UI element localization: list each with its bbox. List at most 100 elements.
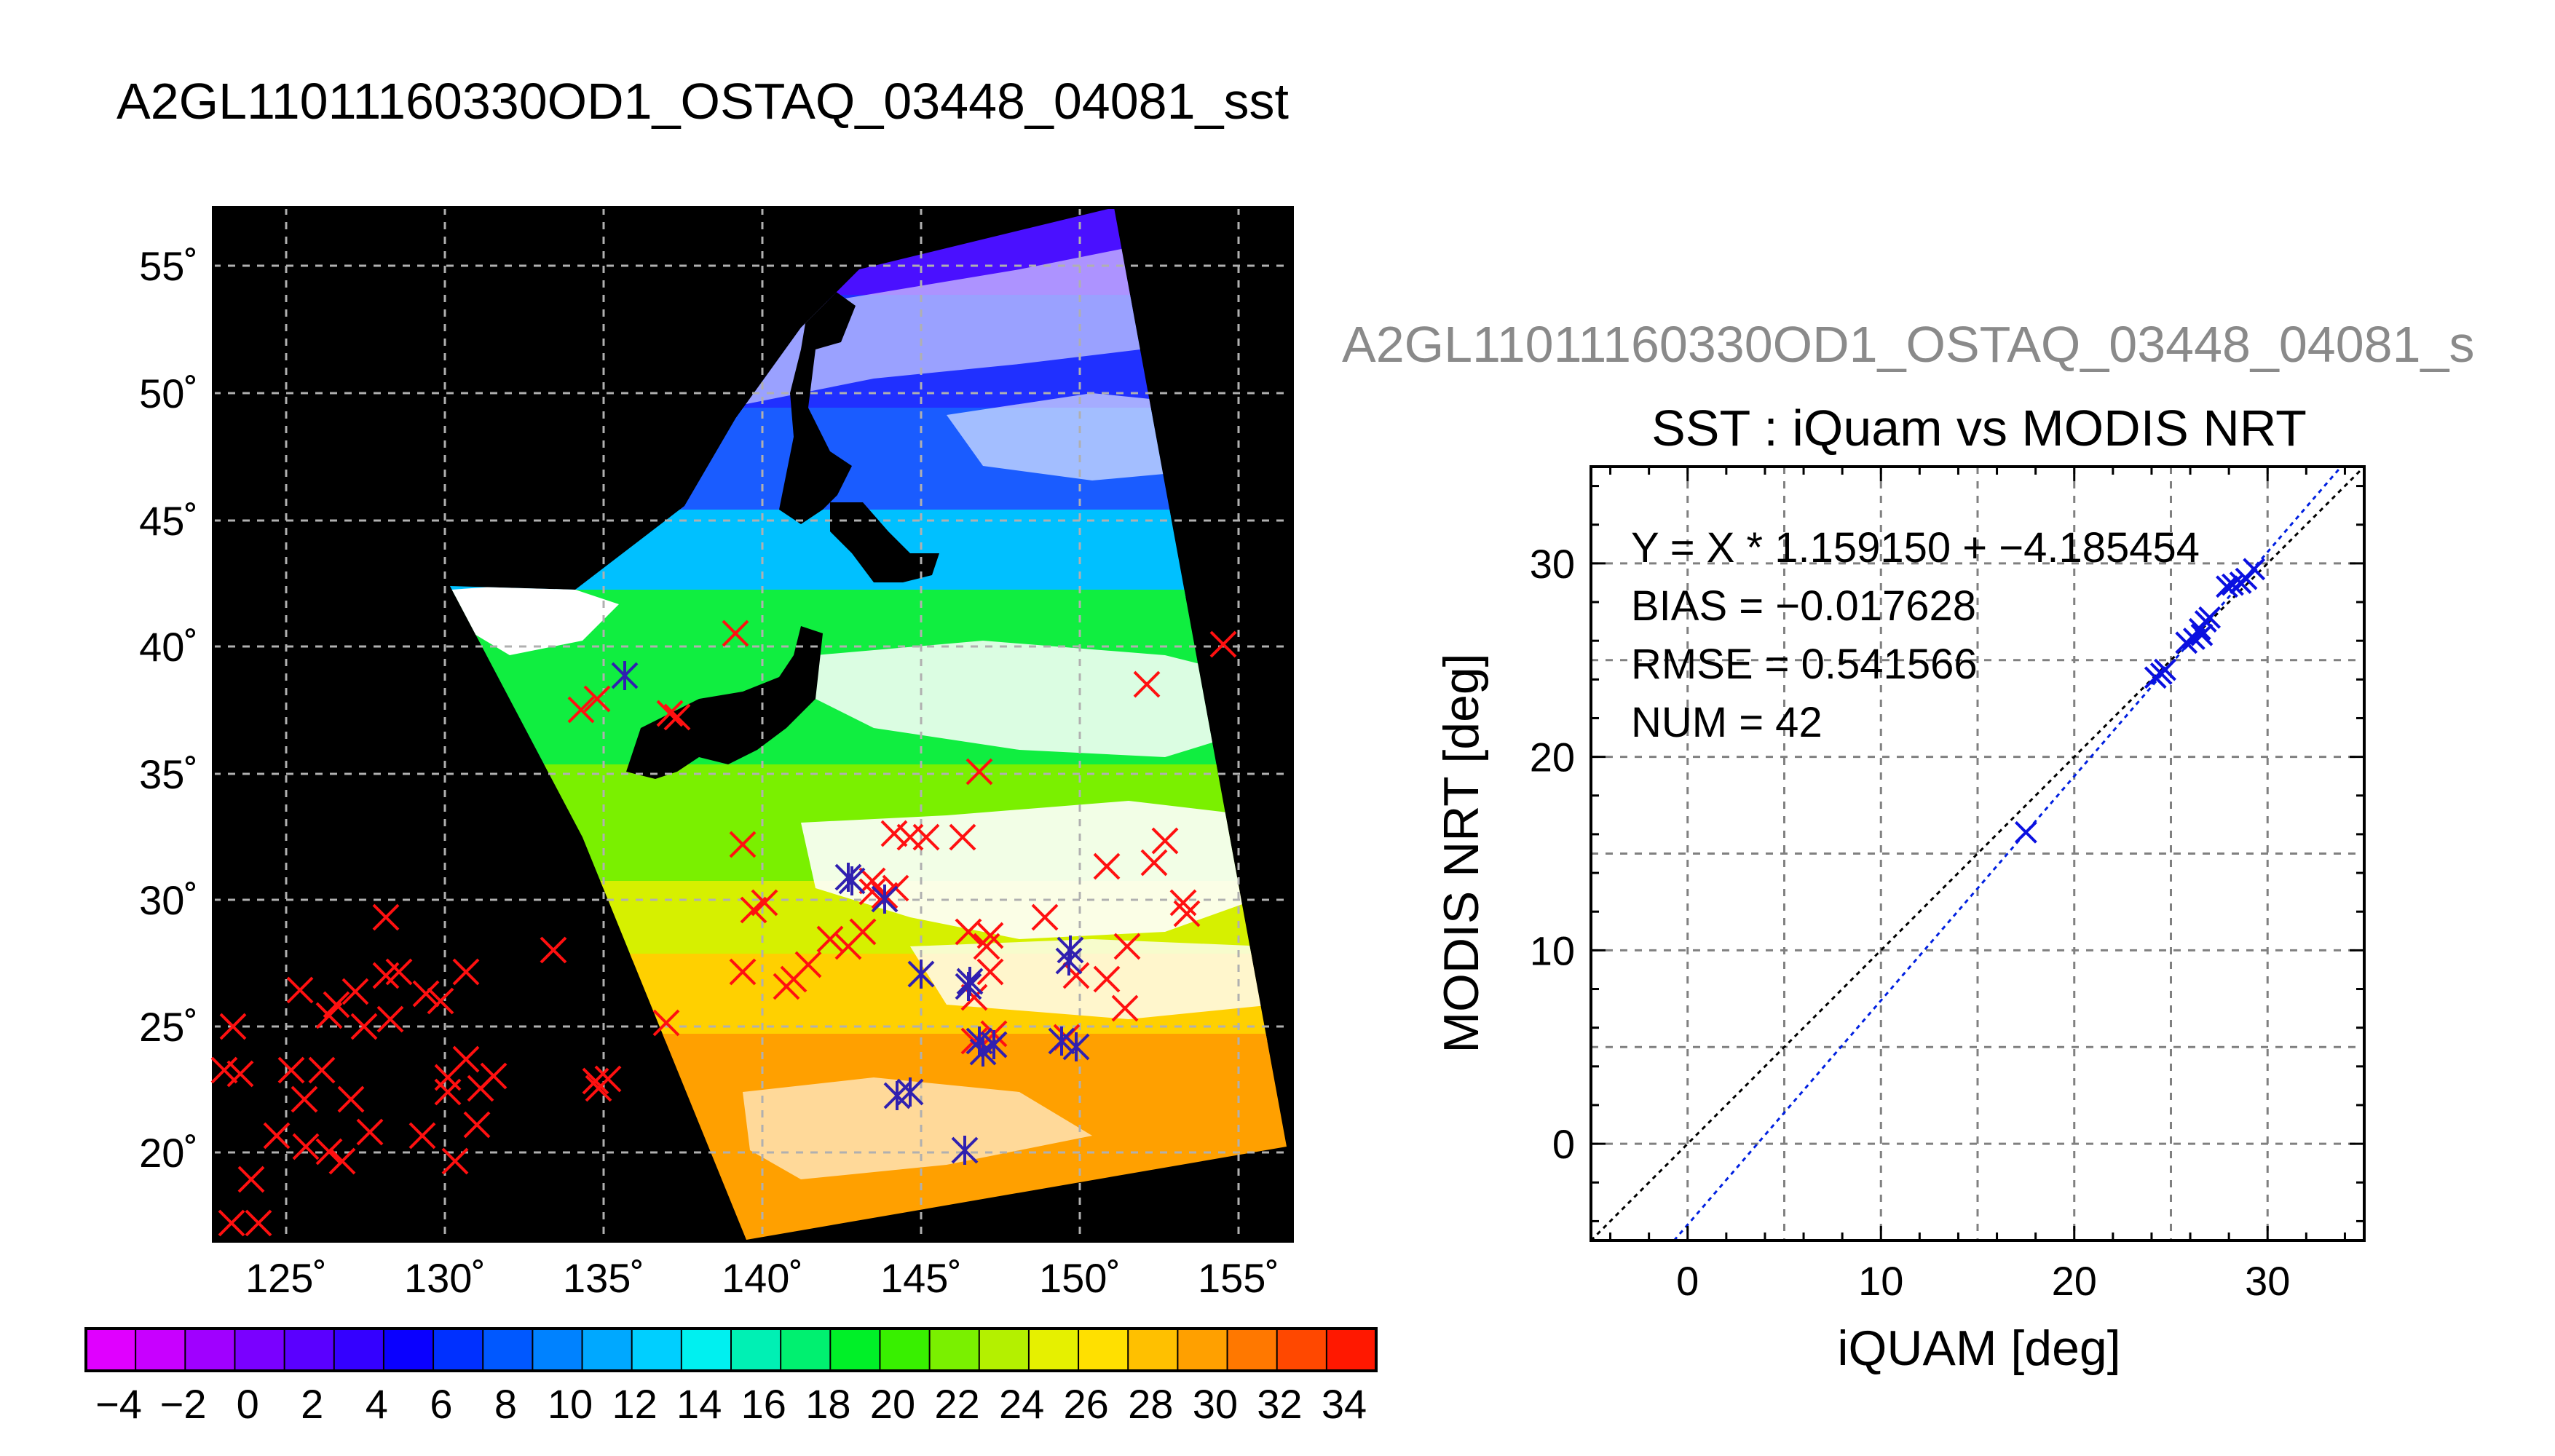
buoy-marker bbox=[1093, 852, 1121, 880]
colorbar-label: 32 bbox=[1257, 1381, 1302, 1427]
colorbar-label: 8 bbox=[494, 1381, 517, 1427]
buoy-marker bbox=[1173, 900, 1201, 927]
buoy-marker bbox=[907, 960, 935, 988]
stats-equation: Y = X * 1.159150 + −4.185454 bbox=[1631, 524, 2200, 571]
scatter-grid bbox=[1591, 467, 2364, 1241]
buoy-marker bbox=[583, 685, 611, 713]
lon-label: 155˚ bbox=[1198, 1255, 1279, 1301]
buoy-marker bbox=[277, 1056, 305, 1084]
colorbar-cell bbox=[1177, 1329, 1228, 1371]
colorbar-label: 4 bbox=[366, 1381, 388, 1427]
colorbar-label: 12 bbox=[612, 1381, 657, 1427]
buoy-marker bbox=[412, 980, 440, 1008]
colorbar-cell bbox=[830, 1329, 880, 1371]
y-tick-label: 20 bbox=[1530, 735, 1575, 780]
scatter-ticks bbox=[1591, 467, 2364, 1241]
colorbar-label: 6 bbox=[430, 1381, 452, 1427]
x-tick-label: 20 bbox=[2052, 1258, 2097, 1304]
map-grid bbox=[213, 207, 1292, 1241]
colorbar-cell bbox=[284, 1329, 335, 1371]
buoy-marker bbox=[1048, 1027, 1075, 1055]
colorbar-label: 20 bbox=[870, 1381, 915, 1427]
lat-label: 55˚ bbox=[139, 243, 198, 289]
buoy-marker bbox=[218, 1209, 245, 1237]
colorbar-cell bbox=[383, 1329, 434, 1371]
stats-block: Y = X * 1.159150 + −4.185454 BIAS = −0.0… bbox=[1631, 524, 2200, 746]
scatter-plot: 0 10 20 30 0 10 20 30 Y = X * 1.159150 + −4.185… bbox=[1434, 465, 2366, 1376]
buoy-marker bbox=[896, 1078, 924, 1106]
map-markers bbox=[210, 620, 1237, 1237]
buoy-marker bbox=[427, 987, 454, 1015]
colorbar-label: 18 bbox=[805, 1381, 850, 1427]
colorbar-cell bbox=[234, 1329, 285, 1371]
buoy-marker bbox=[729, 831, 757, 858]
buoy-marker bbox=[308, 1056, 336, 1084]
lon-label: 145˚ bbox=[880, 1255, 962, 1301]
buoy-marker bbox=[1209, 630, 1237, 658]
colorbar-label: −4 bbox=[95, 1381, 142, 1427]
buoy-marker bbox=[441, 1147, 469, 1175]
scatter-point bbox=[2190, 623, 2214, 646]
buoy-marker bbox=[372, 903, 400, 931]
colorbar-label: −2 bbox=[160, 1381, 207, 1427]
x-tick-label: 10 bbox=[1858, 1258, 1903, 1304]
buoy-marker bbox=[1113, 933, 1141, 960]
buoy-marker bbox=[912, 823, 940, 851]
buoy-marker bbox=[452, 1045, 480, 1073]
colorbar-label: 34 bbox=[1322, 1381, 1367, 1427]
colorbar-label: 26 bbox=[1064, 1381, 1109, 1427]
buoy-marker bbox=[245, 1209, 272, 1237]
buoy-marker bbox=[816, 925, 844, 953]
colorbar-cell bbox=[532, 1329, 583, 1371]
buoy-marker bbox=[976, 958, 1004, 986]
colorbar-label: 30 bbox=[1193, 1381, 1238, 1427]
colorbar-cell bbox=[681, 1329, 732, 1371]
colorbar-cell bbox=[631, 1329, 682, 1371]
colorbar-cell bbox=[731, 1329, 781, 1371]
buoy-marker bbox=[656, 700, 684, 727]
buoy-marker bbox=[951, 1136, 979, 1164]
colorbar-label: 16 bbox=[741, 1381, 786, 1427]
scatter-file-title: A2GL11011160330OD1_OSTAQ_03448_04081_s bbox=[1342, 316, 2474, 373]
colorbar-label: 22 bbox=[934, 1381, 979, 1427]
buoy-marker bbox=[263, 1122, 291, 1150]
colorbar-labels: −4 −2 0 2 4 6 8 10 12 14 16 18 20 22 24 26 28 30 32 34 bbox=[95, 1381, 1367, 1427]
buoy-marker bbox=[328, 1147, 356, 1175]
x-tick-label: 0 bbox=[1676, 1258, 1699, 1304]
colorbar-cell bbox=[1326, 1329, 1377, 1371]
stats-num: NUM = 42 bbox=[1631, 699, 1823, 746]
buoy-marker bbox=[540, 936, 567, 964]
colorbar-label: 10 bbox=[548, 1381, 593, 1427]
buoy-marker bbox=[385, 958, 413, 986]
colorbar-cell bbox=[1227, 1329, 1278, 1371]
y-tick-label: 0 bbox=[1552, 1121, 1575, 1167]
scatter-tick-labels: 0 10 20 30 0 10 20 30 bbox=[1530, 541, 2291, 1304]
buoy-marker bbox=[729, 958, 757, 986]
buoy-marker bbox=[722, 620, 749, 647]
lat-label: 45˚ bbox=[139, 498, 198, 544]
lat-label: 35˚ bbox=[139, 751, 198, 797]
buoy-marker bbox=[949, 823, 976, 851]
scatter-point bbox=[2222, 573, 2244, 596]
scatter-title: SST : iQuam vs MODIS NRT bbox=[1651, 400, 2307, 456]
lat-label: 50˚ bbox=[139, 371, 198, 416]
buoy-marker bbox=[871, 885, 899, 913]
colorbar-cell bbox=[1128, 1329, 1178, 1371]
buoy-marker bbox=[452, 958, 480, 986]
colorbar: −4 −2 0 2 4 6 8 10 12 14 16 18 20 22 24 26 28 30 32 34 bbox=[84, 1327, 1378, 1427]
colorbar-frame bbox=[84, 1327, 1378, 1372]
buoy-marker bbox=[594, 1065, 622, 1093]
scatter-ylabel: MODIS NRT [deg] bbox=[1434, 653, 1489, 1053]
buoy-marker bbox=[315, 1138, 343, 1166]
buoy-marker bbox=[751, 889, 778, 917]
buoy-marker bbox=[980, 1031, 1008, 1059]
colorbar-label: 2 bbox=[301, 1381, 323, 1427]
colorbar-cell bbox=[483, 1329, 533, 1371]
buoy-marker bbox=[965, 758, 993, 786]
scatter-point bbox=[2243, 558, 2266, 581]
lat-label: 40˚ bbox=[139, 624, 198, 670]
colorbar-cell bbox=[1078, 1329, 1129, 1371]
scatter-point bbox=[2014, 820, 2037, 844]
buoy-marker bbox=[219, 1013, 247, 1040]
sst-map: 55˚ 50˚ 45˚ 40˚ 35˚ 30˚ 25˚ 20˚ 125˚ 130… bbox=[139, 206, 1294, 1301]
